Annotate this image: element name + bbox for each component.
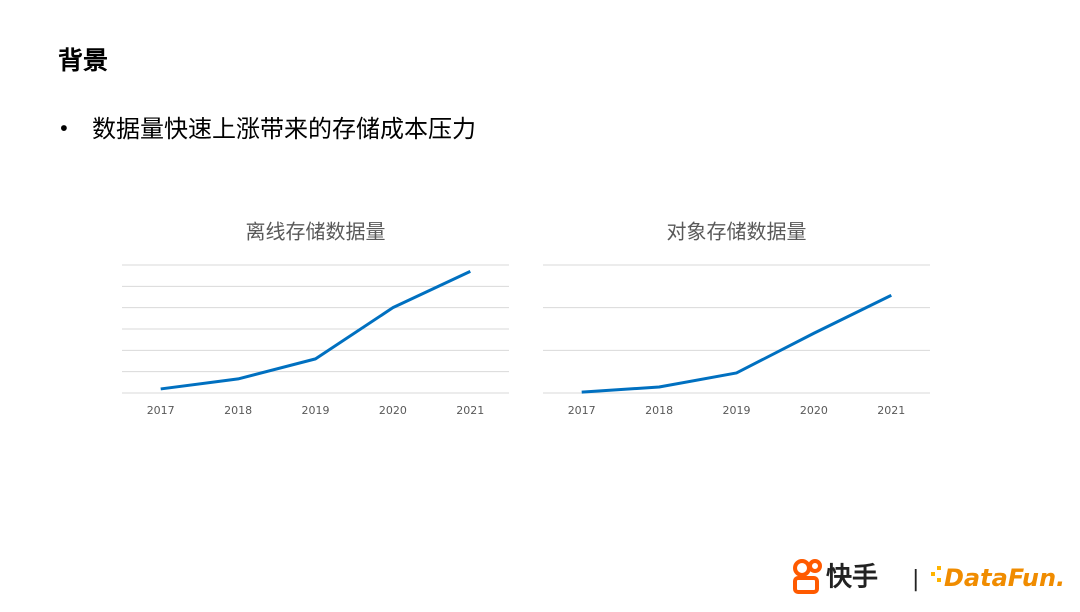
logo-shape — [793, 559, 811, 577]
slide-title: 背景 — [58, 46, 108, 75]
x-tick-label: 2019 — [723, 404, 751, 417]
x-tick-label: 2017 — [568, 404, 596, 417]
dot — [937, 578, 941, 582]
x-tick-label: 2017 — [147, 404, 175, 417]
separator: | — [912, 567, 919, 592]
x-tick-label: 2020 — [379, 404, 407, 417]
logo-shape — [808, 559, 822, 573]
x-tick-label: 2020 — [800, 404, 828, 417]
x-tick-label: 2021 — [877, 404, 905, 417]
logo-shape — [793, 576, 819, 594]
bullet-dot: • — [58, 117, 70, 141]
brand-logo — [793, 559, 822, 594]
partner-text: DataFun. — [944, 564, 1065, 592]
x-tick-label: 2021 — [456, 404, 484, 417]
x-tick-label: 2019 — [302, 404, 330, 417]
bullet-text: 数据量快速上涨带来的存储成本压力 — [92, 115, 476, 143]
data-line — [160, 270, 471, 391]
dot — [931, 572, 935, 576]
chart-title: 对象存储数据量 — [667, 220, 807, 244]
partner-dots — [931, 566, 941, 582]
data-line — [581, 293, 892, 394]
dot — [937, 566, 941, 570]
brand-text: 快手 — [826, 563, 878, 593]
x-tick-label: 2018 — [224, 404, 252, 417]
x-tick-label: 2018 — [645, 404, 673, 417]
chart-title: 离线存储数据量 — [246, 220, 386, 244]
